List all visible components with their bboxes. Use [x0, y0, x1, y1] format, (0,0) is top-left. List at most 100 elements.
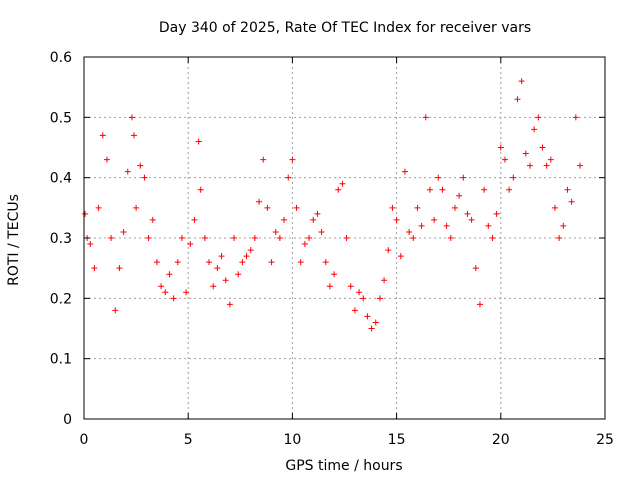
data-point — [481, 186, 488, 193]
data-point — [243, 253, 250, 260]
data-point — [426, 186, 433, 193]
data-point — [133, 204, 140, 211]
data-point — [95, 204, 102, 211]
data-point — [385, 247, 392, 254]
data-point — [235, 271, 242, 278]
data-point — [170, 295, 177, 302]
data-point — [174, 259, 181, 266]
data-point — [145, 235, 152, 241]
y-tick-label: 0.4 — [50, 171, 72, 187]
x-tick-label: 25 — [596, 432, 614, 448]
data-point — [124, 168, 131, 175]
data-point — [393, 216, 400, 223]
data-point — [339, 180, 346, 187]
data-point — [116, 265, 123, 272]
data-point — [410, 235, 417, 241]
data-point — [381, 277, 388, 284]
data-point — [497, 144, 504, 151]
data-point — [447, 235, 454, 241]
data-point — [137, 162, 144, 169]
data-point — [572, 114, 579, 121]
data-point — [276, 235, 283, 241]
data-point — [187, 241, 194, 248]
data-point — [522, 150, 529, 157]
data-point — [87, 241, 94, 248]
data-point — [351, 307, 358, 314]
data-point — [360, 295, 367, 302]
x-tick-label: 0 — [80, 432, 89, 448]
data-point — [468, 216, 475, 223]
data-point — [331, 271, 338, 278]
data-point — [247, 247, 254, 254]
data-point — [326, 283, 333, 290]
data-point — [195, 138, 202, 145]
data-point — [149, 216, 156, 223]
data-point — [281, 216, 288, 223]
data-point — [347, 283, 354, 290]
data-point — [535, 114, 542, 121]
data-point — [439, 186, 446, 193]
data-point — [389, 204, 396, 211]
data-point — [166, 271, 173, 278]
y-axis-title: ROTI / TECUs — [6, 194, 22, 286]
data-point — [112, 307, 119, 314]
data-point — [120, 228, 127, 235]
data-point — [485, 222, 492, 229]
data-point — [493, 210, 500, 217]
data-point — [268, 259, 275, 266]
data-point — [256, 198, 263, 205]
data-point — [178, 235, 185, 241]
data-point — [91, 265, 98, 272]
data-point — [576, 162, 583, 169]
data-point — [564, 186, 571, 193]
data-point — [222, 277, 229, 284]
data-point — [518, 78, 525, 85]
data-point — [460, 174, 467, 181]
data-point — [131, 132, 138, 139]
data-point — [210, 283, 217, 290]
data-point — [301, 241, 308, 248]
data-point — [551, 204, 558, 211]
data-point — [141, 174, 148, 181]
data-point — [289, 156, 296, 163]
data-point — [251, 235, 258, 241]
x-tick-label: 20 — [492, 432, 510, 448]
data-point — [153, 259, 160, 266]
data-point — [472, 265, 479, 272]
chart-title: Day 340 of 2025, Rate Of TEC Index for r… — [159, 20, 531, 36]
data-point — [183, 289, 190, 296]
data-point — [364, 313, 371, 320]
data-point — [531, 126, 538, 133]
data-point — [214, 265, 221, 272]
data-point — [128, 114, 135, 121]
data-point — [293, 204, 300, 211]
data-point — [514, 96, 521, 103]
data-point — [314, 210, 321, 217]
data-point — [431, 216, 438, 223]
x-tick-label: 5 — [184, 432, 193, 448]
y-tick-label: 0.6 — [50, 50, 72, 66]
y-tick-label: 0.2 — [50, 291, 72, 307]
data-point — [310, 216, 317, 223]
data-point — [560, 222, 567, 229]
data-point — [435, 174, 442, 181]
data-point — [226, 301, 233, 308]
data-point — [376, 295, 383, 302]
data-point — [285, 174, 292, 181]
data-point — [406, 228, 413, 235]
data-point — [343, 235, 350, 241]
data-point — [543, 162, 550, 169]
data-point — [206, 259, 213, 266]
data-point — [306, 235, 313, 241]
data-point — [476, 301, 483, 308]
y-tick-label: 0.1 — [50, 352, 72, 368]
data-point — [526, 162, 533, 169]
data-point — [99, 132, 106, 139]
data-point — [218, 253, 225, 260]
data-point — [372, 319, 379, 326]
data-point — [464, 210, 471, 217]
data-point — [82, 210, 89, 217]
x-tick-label: 10 — [283, 432, 301, 448]
